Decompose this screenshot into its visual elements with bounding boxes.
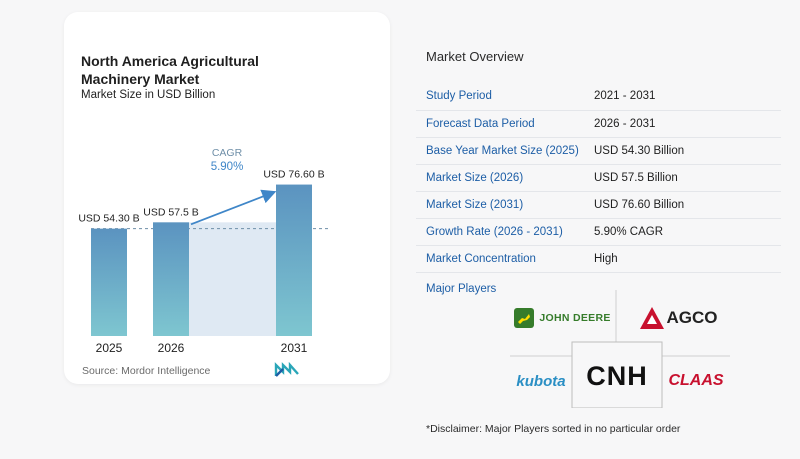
major-players-label: Major Players (426, 283, 497, 295)
overview-row-key: Base Year Market Size (2025) (416, 137, 586, 165)
logo-grid-lines (510, 290, 730, 408)
overview-row-value: 2026 - 2031 (586, 110, 781, 138)
overview-row: Base Year Market Size (2025) USD 54.30 Bi… (416, 137, 781, 165)
overview-row: Growth Rate (2026 - 2031) 5.90% CAGR (416, 218, 781, 246)
source-note: Source: Mordor Intelligence (82, 365, 211, 377)
overview-row-key: Market Concentration (416, 245, 586, 273)
john-deere-logo: JOHN DEERE (510, 304, 614, 332)
overview-row-value: USD 57.5 Billion (586, 164, 781, 192)
overview-row-value: 5.90% CAGR (586, 218, 781, 246)
agco-logo: AGCO (626, 302, 730, 334)
overview-row-value: High (586, 245, 781, 273)
bar-data-label: USD 57.5 B (143, 206, 198, 218)
bar (276, 184, 312, 336)
overview-row: Market Concentration High (416, 245, 781, 273)
overview-row-value: USD 76.60 Billion (586, 191, 781, 219)
chart-title: North America Agricultural Machinery Mar… (81, 52, 301, 88)
chart-card: North America Agricultural Machinery Mar… (64, 12, 390, 384)
claas-logo: CLAAS (662, 368, 730, 394)
cnh-wordmark: CNH (586, 360, 648, 391)
cnh-logo: CNH (572, 360, 662, 392)
overview-title: Market Overview (426, 49, 524, 64)
overview-row: Market Size (2026) USD 57.5 Billion (416, 164, 781, 192)
chart-title-line2: Machinery Market (81, 71, 200, 87)
x-tick-label: 2025 (96, 341, 123, 355)
mordor-intelligence-logo-icon (274, 361, 300, 383)
cagr-label: CAGR (212, 147, 243, 159)
bar-data-label: USD 76.60 B (263, 169, 324, 181)
overview-row-key: Market Size (2026) (416, 164, 586, 192)
cagr-value: 5.90% (211, 161, 244, 173)
x-tick-label: 2031 (281, 341, 308, 355)
x-tick-label: 2026 (158, 341, 185, 355)
bar-chart: USD 54.30 B 2025 USD 57.5 B 2026 USD 76.60 B… (78, 147, 328, 355)
agco-triangle-icon (639, 307, 664, 329)
cagr-arrow (190, 189, 277, 226)
overview-row: Market Size (2031) USD 76.60 Billion (416, 191, 781, 219)
deer-icon (514, 308, 535, 328)
overview-row-key: Market Size (2031) (416, 191, 586, 219)
claas-wordmark: CLAAS (668, 372, 724, 389)
overview-row: Study Period 2021 - 2031 (416, 83, 781, 111)
disclaimer-note: *Disclaimer: Major Players sorted in no … (426, 423, 681, 435)
overview-table: Study Period 2021 - 2031 Forecast Data Per… (416, 83, 781, 273)
overview-row-key: Growth Rate (2026 - 2031) (416, 218, 586, 246)
major-players-logos: JOHN DEERE AGCO kubota CNH CLAAS (510, 290, 730, 408)
market-overview-panel: Market Overview Study Period 2021 - 2031 F… (390, 0, 800, 459)
overview-row-key: Study Period (416, 83, 586, 111)
overview-row-key: Forecast Data Period (416, 110, 586, 138)
bar-data-label: USD 54.30 B (78, 213, 139, 225)
chart-subtitle: Market Size in USD Billion (81, 89, 216, 101)
john-deere-wordmark: JOHN DEERE (539, 312, 611, 324)
overview-row: Forecast Data Period 2026 - 2031 (416, 110, 781, 138)
chart-title-line1: North America Agricultural (81, 53, 259, 69)
kubota-logo: kubota (510, 368, 572, 394)
bar (91, 228, 127, 336)
agco-wordmark: AGCO (666, 308, 718, 327)
overview-row-value: USD 54.30 Billion (586, 137, 781, 165)
overview-row-value: 2021 - 2031 (586, 83, 781, 111)
kubota-wordmark: kubota (516, 372, 566, 390)
bar (153, 222, 189, 336)
growth-band (189, 222, 276, 336)
